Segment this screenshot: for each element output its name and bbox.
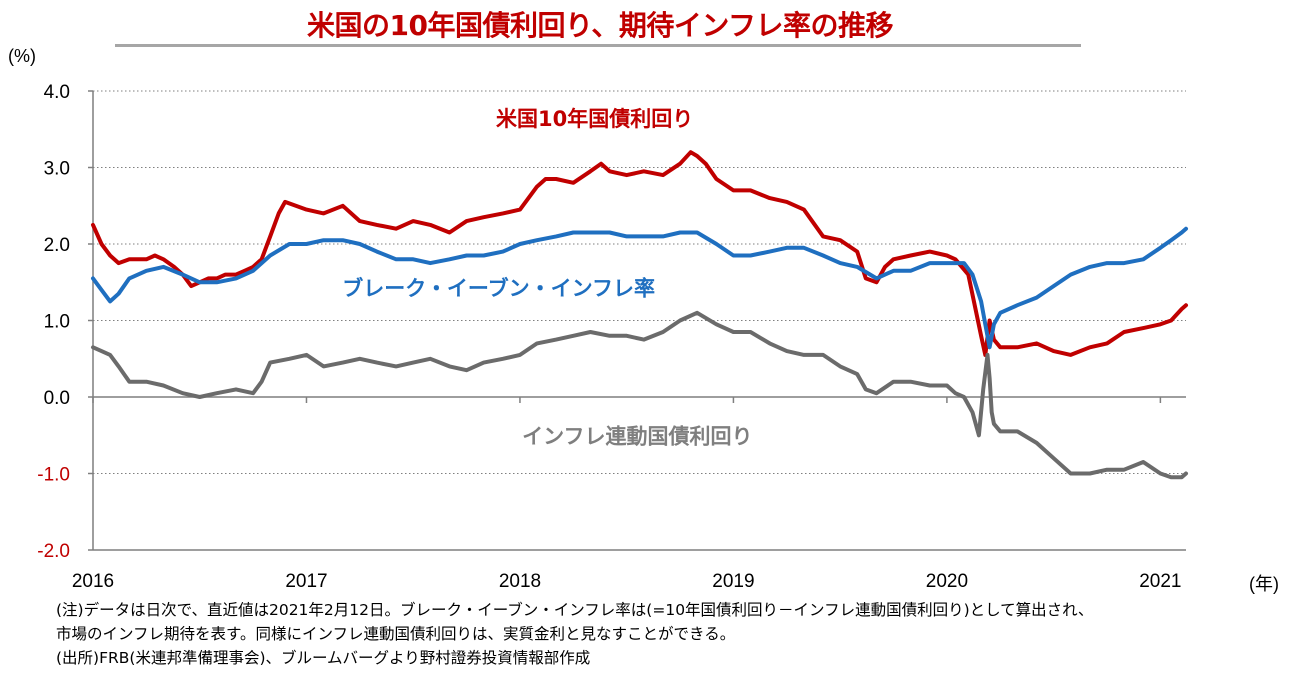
y-tick-label: -2.0 bbox=[37, 541, 70, 562]
footnotes: (注)データは日次で、直近値は2021年2月12日。ブレーク・イーブン・インフレ… bbox=[56, 598, 1093, 670]
y-tick-label: 2.0 bbox=[44, 235, 70, 256]
x-tick-label: 2017 bbox=[285, 571, 327, 592]
footnote-line-2: 市場のインフレ期待を表す。同様にインフレ連動国債利回りは、実質金利と見なすことが… bbox=[56, 625, 736, 643]
x-tick-label: 2021 bbox=[1139, 571, 1181, 592]
y-tick-label: 4.0 bbox=[44, 82, 70, 103]
x-tick-label: 2020 bbox=[926, 571, 968, 592]
y-tick-label: 0.0 bbox=[44, 388, 70, 409]
x-tick-label: 2016 bbox=[72, 571, 114, 592]
series-line-1 bbox=[91, 226, 1188, 350]
title-underline bbox=[115, 44, 1081, 47]
y-tick-label: 1.0 bbox=[44, 312, 70, 333]
series-line-2 bbox=[91, 310, 1188, 480]
x-tick-label: 2018 bbox=[499, 571, 541, 592]
chart-title: 米国の10年国債利回り、期待インフレ率の推移 bbox=[306, 9, 894, 42]
y-axis-unit-label: (%) bbox=[8, 46, 36, 66]
axes bbox=[88, 90, 1186, 551]
series-label-nominal: 米国10年国債利回り bbox=[496, 107, 693, 131]
y-tick-label: 3.0 bbox=[44, 159, 70, 180]
series-label-tips: インフレ連動国債利回り bbox=[522, 424, 752, 448]
footnote-line-1: (注)データは日次で、直近値は2021年2月12日。ブレーク・イーブン・インフレ… bbox=[56, 601, 1094, 619]
series-lines bbox=[91, 150, 1188, 480]
series-line-0 bbox=[91, 150, 1188, 357]
y-tick-label: -1.0 bbox=[37, 465, 70, 486]
x-axis-unit-label: (年) bbox=[1249, 574, 1279, 594]
x-tick-label: 2019 bbox=[712, 571, 754, 592]
footnote-line-3: (出所)FRB(米連邦準備理事会)、ブルームバーグより野村證券投資情報部作成 bbox=[56, 649, 591, 667]
series-label-bei: ブレーク・イーブン・インフレ率 bbox=[342, 277, 655, 301]
